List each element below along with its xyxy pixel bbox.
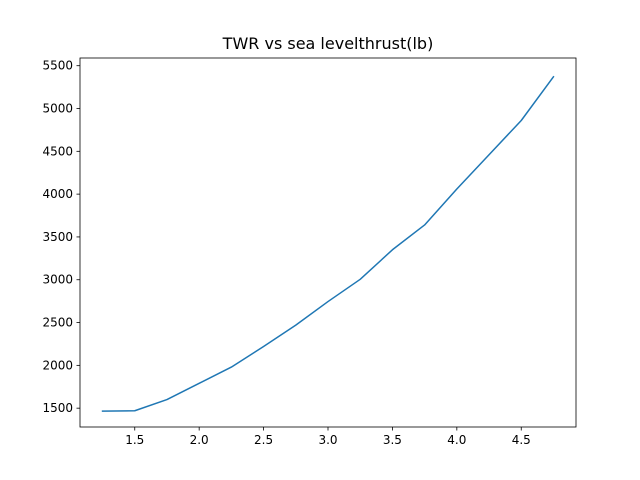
y-tick-label: 5500 xyxy=(42,59,73,73)
x-tick-label: 3.0 xyxy=(318,433,337,447)
x-tick-label: 3.5 xyxy=(383,433,402,447)
series-line xyxy=(101,75,555,412)
x-tick-label: 4.0 xyxy=(447,433,466,447)
chart-title: TWR vs sea levelthrust(lb) xyxy=(222,34,434,53)
y-tick-label: 2500 xyxy=(42,316,73,330)
plot-frame xyxy=(79,57,577,428)
y-tick-label: 2000 xyxy=(42,358,73,372)
x-tick-label: 2.5 xyxy=(254,433,273,447)
x-tick-label: 4.5 xyxy=(512,433,531,447)
y-tick-label: 4500 xyxy=(42,144,73,158)
y-tick-label: 4000 xyxy=(42,187,73,201)
x-tick-label: 1.5 xyxy=(125,433,144,447)
x-tick-label: 2.0 xyxy=(190,433,209,447)
y-tick-label: 1500 xyxy=(42,401,73,415)
y-tick-label: 3500 xyxy=(42,230,73,244)
y-tick-label: 5000 xyxy=(42,102,73,116)
y-tick-label: 3000 xyxy=(42,273,73,287)
